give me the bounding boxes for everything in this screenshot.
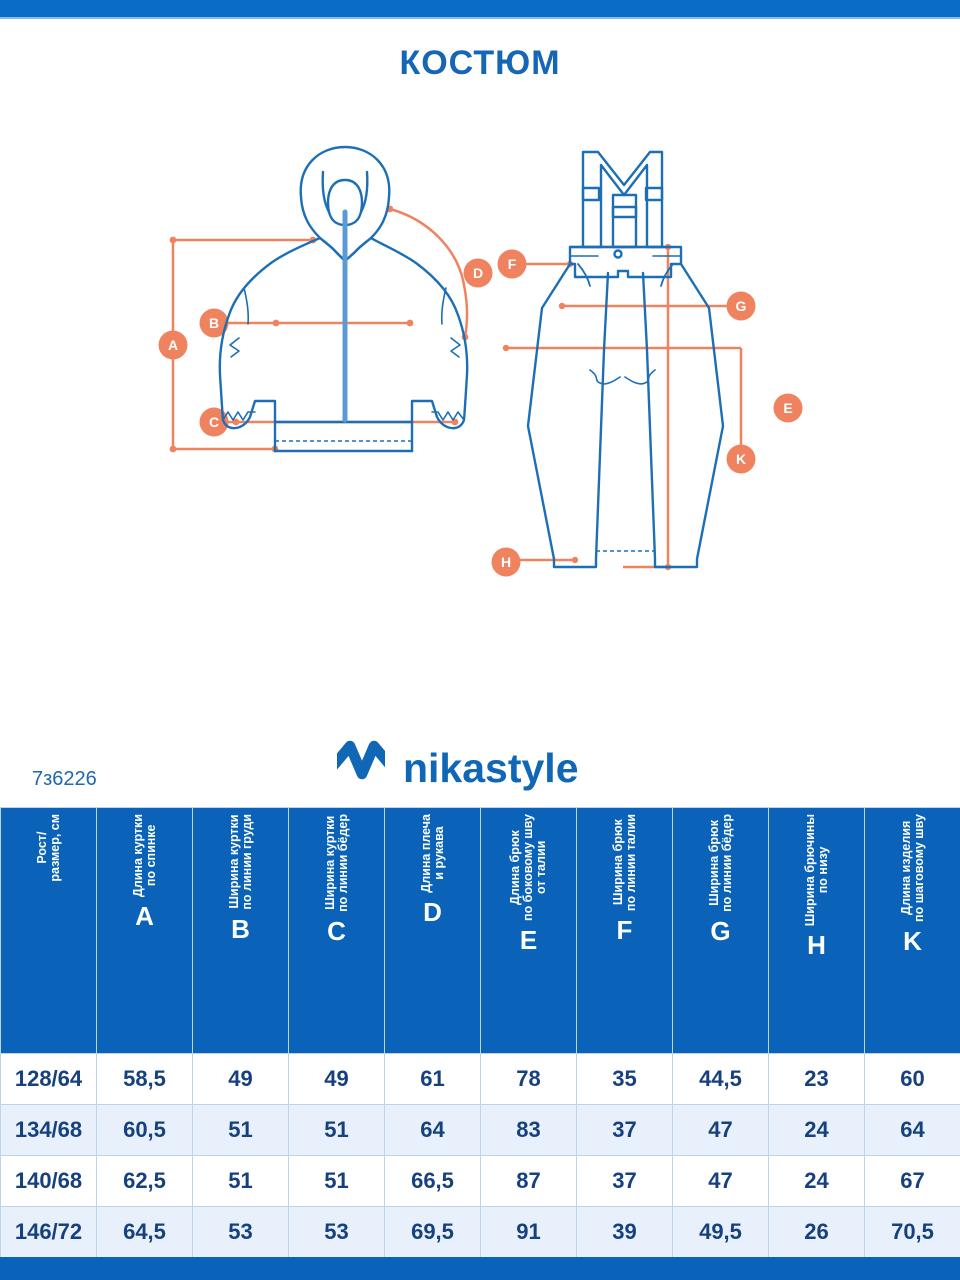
svg-text:H: H bbox=[501, 554, 511, 570]
svg-text:K: K bbox=[736, 451, 746, 467]
svg-text:G: G bbox=[736, 298, 747, 314]
svg-text:nikastyle: nikastyle bbox=[403, 745, 579, 791]
svg-text:B: B bbox=[209, 315, 219, 331]
svg-text:C: C bbox=[209, 414, 219, 430]
svg-text:E: E bbox=[783, 400, 792, 416]
svg-text:D: D bbox=[473, 265, 483, 281]
svg-text:A: A bbox=[168, 337, 178, 353]
svg-text:F: F bbox=[508, 256, 517, 272]
